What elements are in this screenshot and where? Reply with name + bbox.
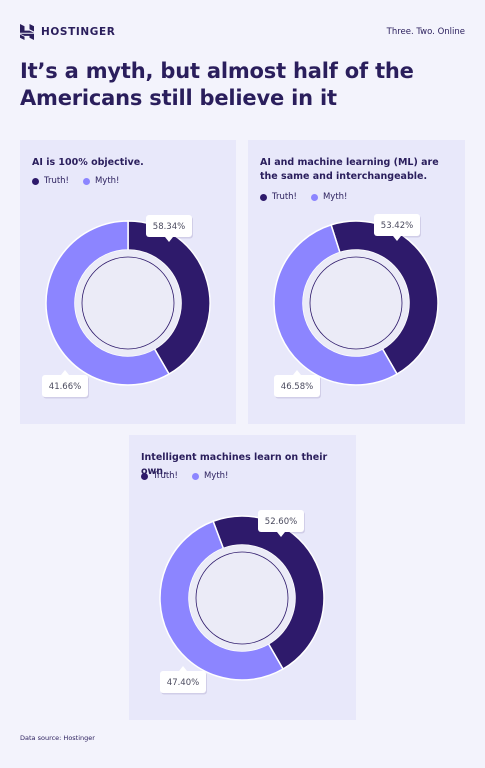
data-label-text: 53.42% — [381, 221, 413, 231]
donut-inner-ring — [309, 256, 403, 350]
legend-item-myth: Myth! — [310, 192, 348, 202]
data-label: 41.66% — [42, 370, 89, 399]
chart-card-objective: AI is 100% objective. Truth! Myth! 41.66… — [20, 140, 236, 424]
chart-title: AI and machine learning (ML) are the sam… — [260, 157, 439, 182]
chart-legend: Truth! Myth! — [141, 471, 228, 481]
tagline: Three. Two. Online — [386, 27, 465, 37]
chart-legend: Truth! Myth! — [32, 176, 119, 186]
donut-chart: 41.66% 58.34% — [42, 215, 211, 399]
donut-chart: 46.58% 53.42% — [273, 214, 439, 399]
data-label-text: 47.40% — [167, 678, 199, 688]
donut-hole — [75, 250, 181, 356]
data-label-text: 46.58% — [281, 382, 313, 392]
legend-label-myth: Myth! — [94, 176, 120, 186]
donut-hole — [303, 250, 409, 356]
chart-title: Intelligent machines learn on their own. — [141, 452, 328, 477]
legend-label-truth: Truth! — [153, 471, 178, 481]
data-label-text: 58.34% — [153, 222, 185, 232]
hostinger-logo-icon — [20, 24, 34, 40]
myth-swatch-icon — [82, 177, 90, 185]
legend-item-truth: Truth! — [32, 176, 69, 186]
donut-inner-ring — [81, 256, 175, 350]
data-source: Data source: Hostinger — [20, 734, 95, 742]
data-label: 47.40% — [160, 666, 207, 695]
data-label: 46.58% — [274, 370, 321, 399]
truth-swatch-icon — [260, 193, 267, 201]
legend-item-myth: Myth! — [191, 471, 229, 481]
myth-swatch-icon — [191, 472, 199, 480]
donut-inner-ring — [195, 551, 289, 645]
legend-item-truth: Truth! — [141, 471, 178, 481]
donut-hole — [189, 545, 295, 651]
truth-swatch-icon — [32, 177, 39, 185]
data-label: 53.42% — [374, 214, 421, 241]
legend-label-myth: Myth! — [203, 471, 229, 481]
data-label-text: 41.66% — [49, 382, 81, 392]
chart-title: AI is 100% objective. — [32, 157, 144, 168]
legend-label-truth: Truth! — [272, 192, 297, 202]
legend-label-truth: Truth! — [44, 176, 69, 186]
brand-logo: HOSTINGER — [20, 24, 115, 40]
chart-legend: Truth! Myth! — [260, 192, 347, 202]
truth-swatch-icon — [141, 472, 148, 480]
myth-swatch-icon — [310, 193, 318, 201]
legend-item-truth: Truth! — [260, 192, 297, 202]
data-label-text: 52.60% — [265, 517, 297, 527]
chart-card-ml-interchangeable: AI and machine learning (ML) are the sam… — [248, 140, 465, 424]
legend-item-myth: Myth! — [82, 176, 120, 186]
data-label: 58.34% — [146, 215, 193, 242]
page-title: It’s a myth, but almost half of the Amer… — [20, 59, 414, 110]
data-label: 52.60% — [258, 510, 305, 537]
chart-card-learn-own: Intelligent machines learn on their own.… — [129, 435, 356, 720]
donut-chart: 47.40% 52.60% — [159, 510, 325, 695]
legend-label-myth: Myth! — [322, 192, 348, 202]
brand-name: HOSTINGER — [41, 26, 116, 38]
